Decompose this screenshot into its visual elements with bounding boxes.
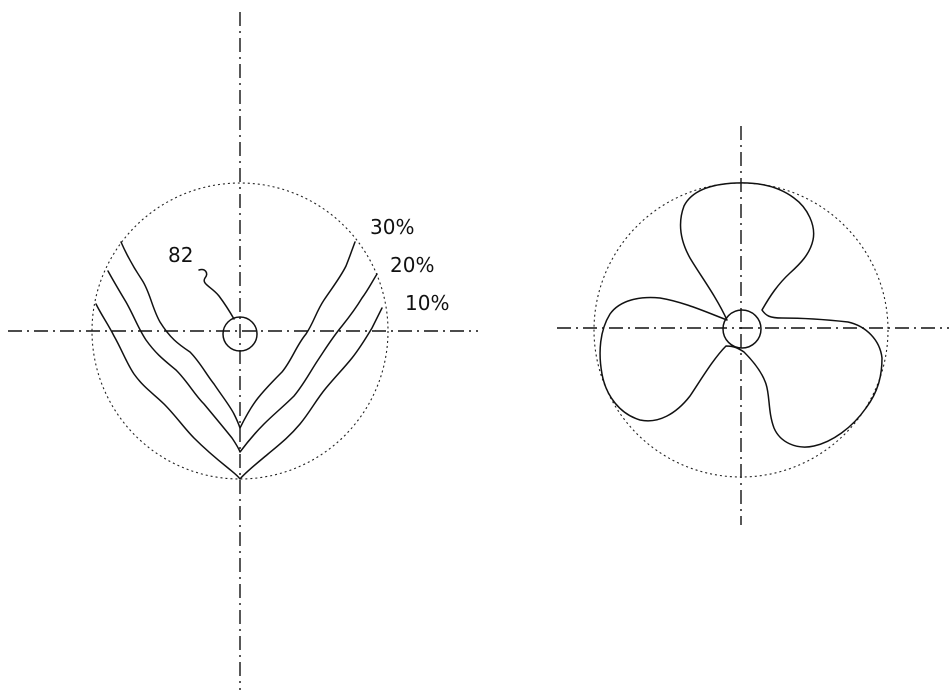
right-figure (557, 126, 949, 525)
left-figure: 82 30% 20% 10% (8, 12, 478, 690)
contour-line-10 (95, 303, 383, 480)
reference-numeral-82: 82 (168, 243, 193, 267)
right-outer-dotted-circle (593, 182, 889, 478)
contour-line-30 (120, 241, 356, 429)
right-hub-circle (722, 309, 762, 349)
contour-label-20: 20% (390, 253, 434, 277)
propeller-blade-outline (599, 182, 883, 448)
left-outer-dotted-circle (91, 182, 389, 480)
left-hub-circle (222, 316, 258, 352)
contour-label-30: 30% (370, 215, 414, 239)
reference-leader-line (198, 268, 235, 320)
contour-line-20 (107, 270, 378, 453)
contour-label-10: 10% (405, 291, 449, 315)
